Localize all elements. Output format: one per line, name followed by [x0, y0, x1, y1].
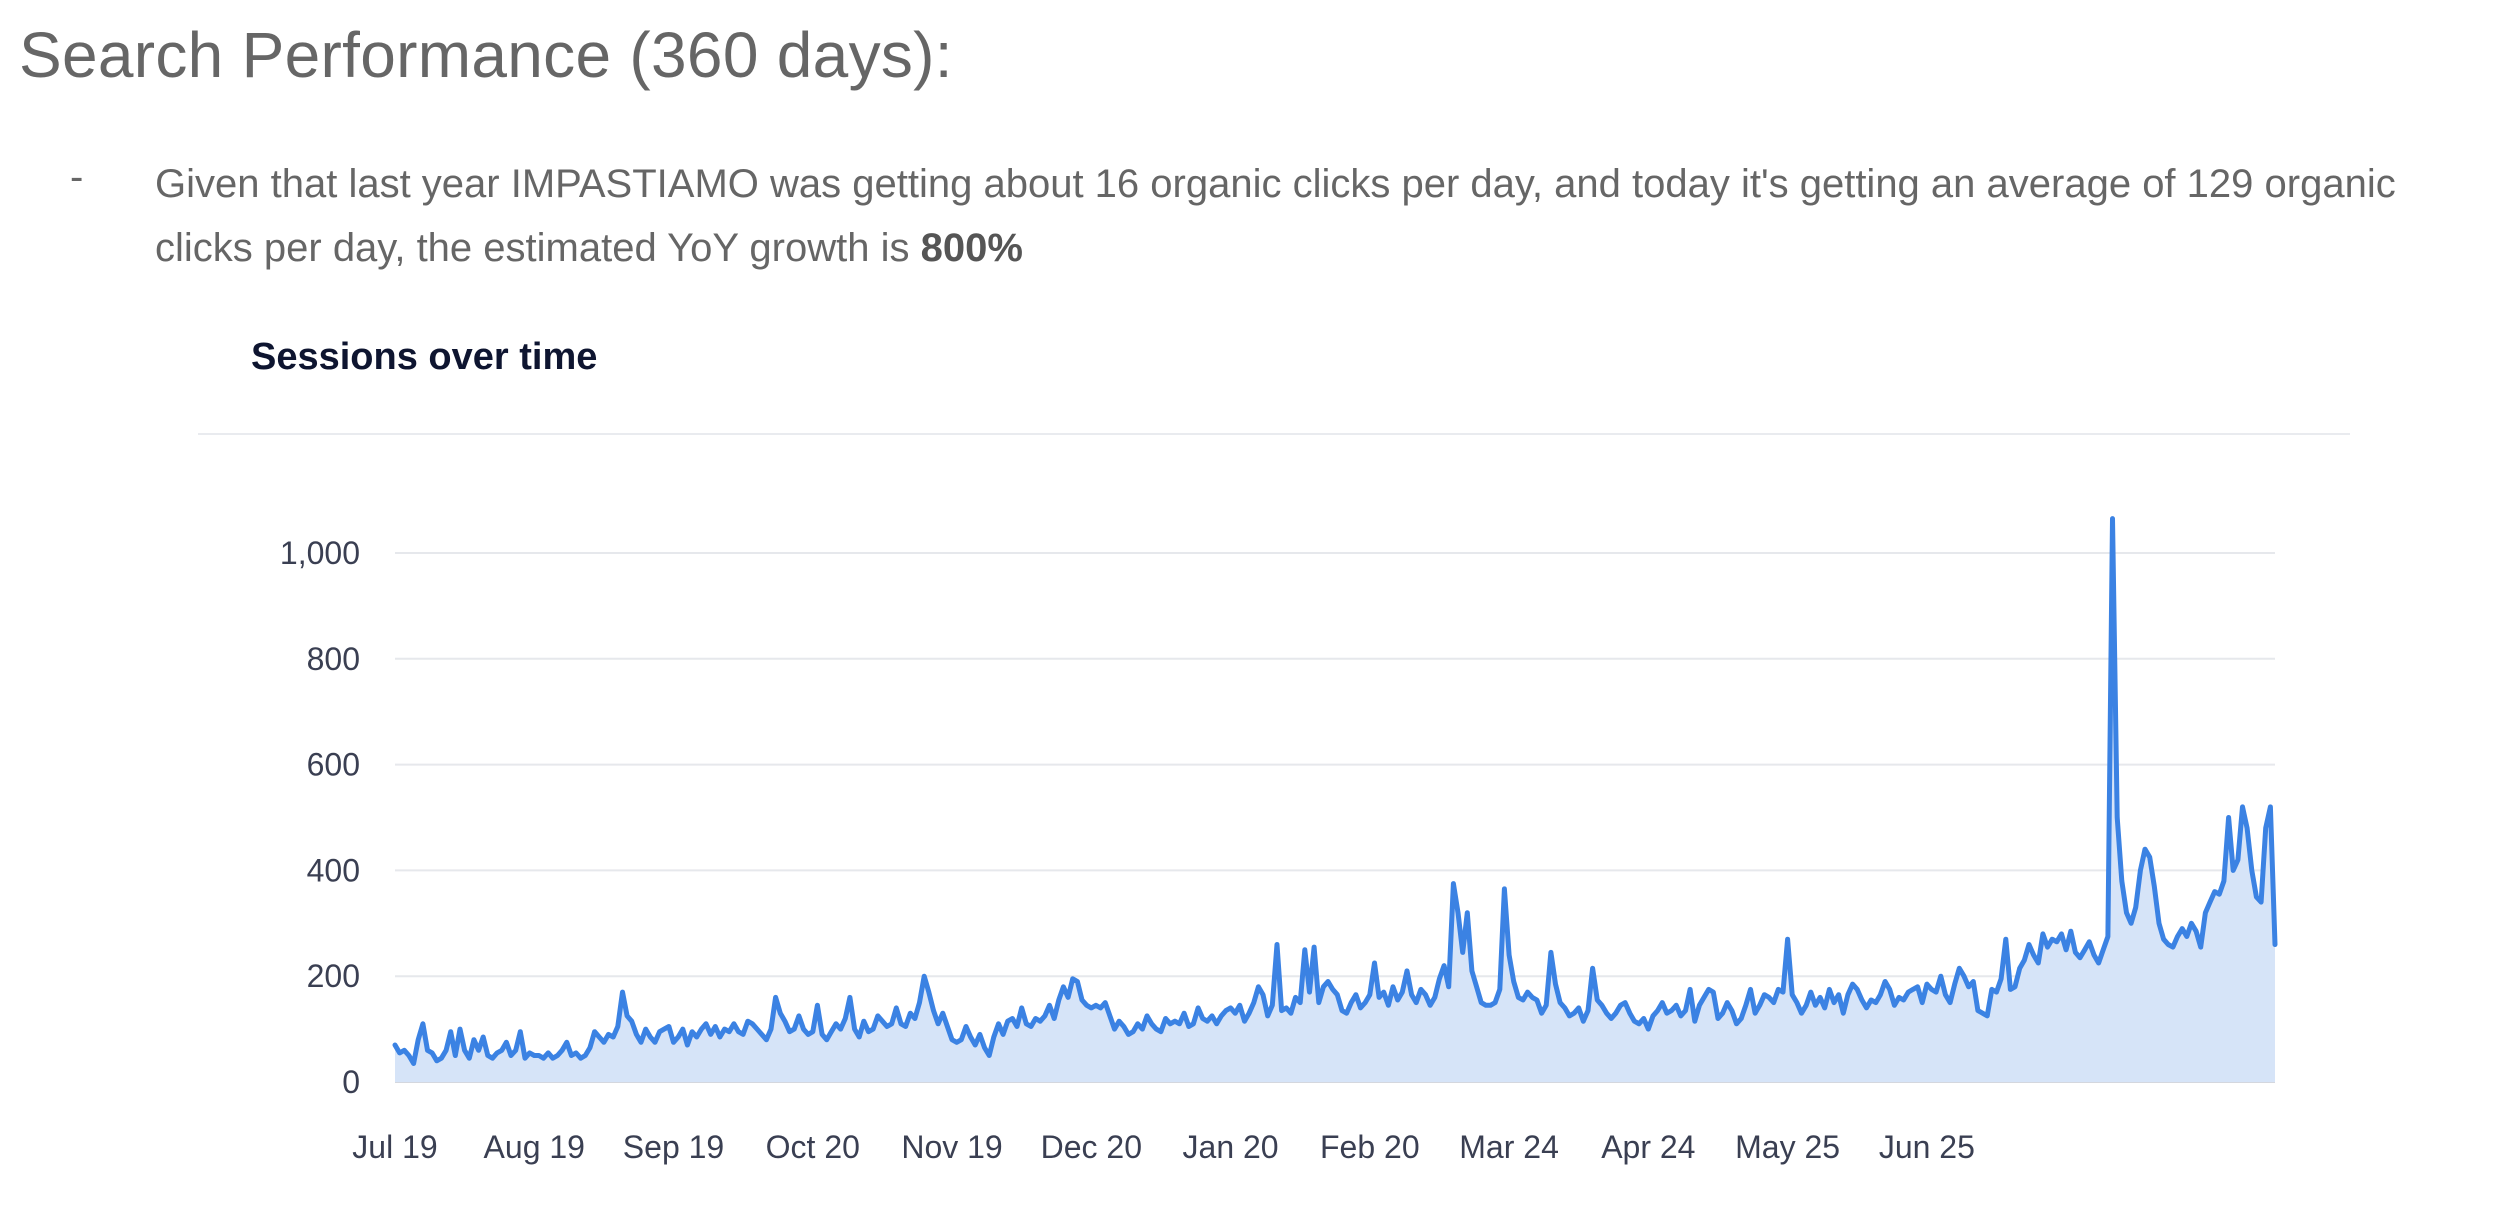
x-tick-label: Apr 24 — [1601, 1129, 1695, 1165]
y-tick-label: 600 — [307, 747, 360, 783]
y-tick-label: 800 — [307, 641, 360, 677]
x-tick-label: May 25 — [1735, 1129, 1840, 1165]
x-tick-label: Dec 20 — [1041, 1129, 1142, 1165]
x-tick-label: Aug 19 — [484, 1129, 585, 1165]
y-tick-label: 400 — [307, 852, 360, 888]
sessions-line — [392, 516, 2278, 1066]
growth-summary: Given that last year IMPASTIAMO was gett… — [155, 152, 2475, 280]
sessions-area — [395, 518, 2275, 1082]
x-tick-label: Sep 19 — [623, 1129, 724, 1165]
x-tick-label: Jun 25 — [1879, 1129, 1975, 1165]
page-title: Search Performance (360 days): — [19, 19, 953, 91]
growth-summary-text: Given that last year IMPASTIAMO was gett… — [155, 162, 2396, 270]
x-tick-label: Jul 19 — [352, 1129, 437, 1165]
y-tick-label: 0 — [342, 1064, 360, 1100]
x-tick-label: Feb 20 — [1320, 1129, 1420, 1165]
chart-title: Sessions over time — [251, 336, 598, 378]
y-tick-label: 1,000 — [280, 535, 360, 571]
x-tick-label: Nov 19 — [901, 1129, 1002, 1165]
y-tick-label: 200 — [307, 958, 360, 994]
growth-value: 800% — [920, 226, 1023, 270]
bullet-marker: - — [70, 155, 84, 199]
x-tick-label: Jan 20 — [1183, 1129, 1279, 1165]
x-tick-label: Oct 20 — [766, 1129, 860, 1165]
x-tick-label: Mar 24 — [1459, 1129, 1559, 1165]
